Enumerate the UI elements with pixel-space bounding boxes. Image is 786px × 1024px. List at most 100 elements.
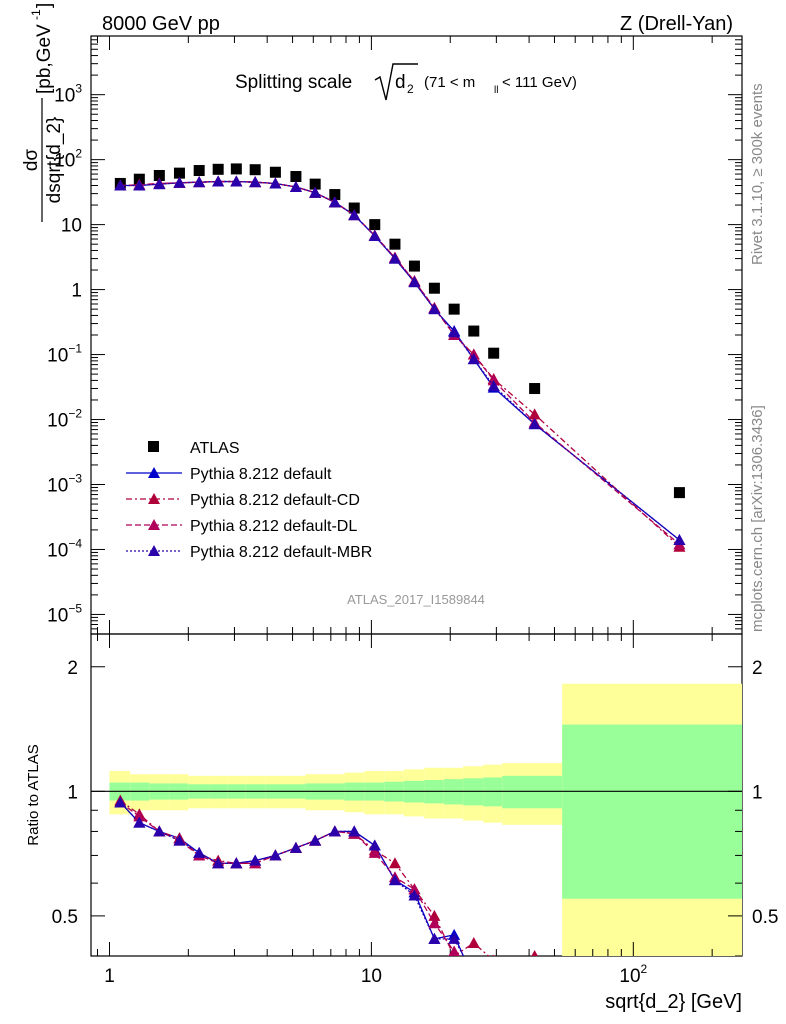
ratio-point <box>230 857 243 869</box>
main-ylabel: dσ dsqrt{d_2} [pb,GeV -1 ] <box>21 3 65 222</box>
ratio-point <box>468 969 480 980</box>
ratio-point <box>468 959 480 970</box>
ratio-series-pythia-8-212-default-mbr <box>114 796 500 1001</box>
ratio-point <box>289 841 302 853</box>
ratio-band-inner <box>502 775 563 809</box>
x-tick-label: 1 <box>104 966 115 987</box>
main-title-radicand-sub: 2 <box>407 82 414 96</box>
ratio-y-tick-label-right: 1 <box>752 782 763 803</box>
mc-point <box>249 176 262 188</box>
ratio-point <box>348 825 361 837</box>
main-title-cut: (71 < m <box>424 74 475 91</box>
ratio-point <box>368 839 381 851</box>
legend-marker <box>148 493 160 504</box>
atlas-data-point <box>673 487 685 499</box>
ratio-point <box>488 1002 500 1013</box>
mc-point <box>328 196 341 208</box>
y-tick-label: 1 <box>71 281 82 302</box>
atlas-data-point <box>408 260 420 272</box>
ratio-point <box>249 854 262 866</box>
ylabel-numerator: dσ <box>21 149 42 172</box>
mc-point <box>153 178 166 190</box>
y-tick-label: 10−4 <box>47 536 82 561</box>
mc-point <box>114 179 127 191</box>
ratio-point <box>368 846 381 858</box>
ratio-y-tick-label-right: 0.5 <box>752 907 778 928</box>
ratio-point <box>488 990 500 1001</box>
atlas-data-point <box>173 167 185 179</box>
legend-item: Pythia 8.212 default <box>126 466 332 483</box>
mc-point <box>173 176 186 188</box>
ylabel-unit-sup: -1 <box>29 9 43 20</box>
ratio-line <box>119 802 465 956</box>
legend-item: Pythia 8.212 default-DL <box>126 518 357 535</box>
ratio-point <box>114 796 127 808</box>
mc-point <box>348 209 361 221</box>
ratio-point <box>531 950 538 956</box>
mc-point <box>289 180 302 192</box>
mc-point <box>133 179 146 191</box>
ratio-band-inner <box>562 724 742 899</box>
mc-point <box>487 379 500 391</box>
atlas-data-point <box>488 347 500 359</box>
y-tick-label: 102 <box>54 147 82 172</box>
atlas-data-point <box>468 325 480 337</box>
ratio-point <box>153 825 166 837</box>
mc-point <box>388 252 401 264</box>
main-title-radicand: d <box>395 72 406 93</box>
ratio-point <box>328 825 341 837</box>
legend-label: Pythia 8.212 default-DL <box>190 518 357 535</box>
atlas-data-point <box>153 170 165 182</box>
side-text-mcplots: mcplots.cern.ch [arXiv:1306.3436] <box>749 405 766 632</box>
x-tick-label: 10 <box>361 966 382 987</box>
side-text-rivet: Rivet 3.1.10, ≥ 300k events <box>749 83 766 265</box>
mc-point <box>448 326 461 338</box>
mc-point <box>230 175 243 187</box>
ratio-point <box>269 849 282 861</box>
ratio-point <box>133 810 146 822</box>
legend-marker <box>148 441 159 452</box>
sqrt-sign-icon <box>374 63 418 101</box>
atlas-data-point <box>269 166 281 178</box>
ratio-line <box>119 801 462 956</box>
ratio-point <box>428 932 441 944</box>
series-pythia-8-212-default <box>114 175 686 545</box>
ratio-y-tick-label-left: 2 <box>67 658 78 679</box>
mc-point <box>467 353 480 365</box>
atlas-data-point <box>348 202 360 214</box>
mc-point <box>368 229 381 241</box>
atlas-data-point <box>389 238 401 250</box>
ratio-y-tick-label-right: 2 <box>752 658 763 679</box>
mc-point <box>212 175 225 187</box>
ratio-series-pythia-8-212-default <box>114 796 500 1013</box>
atlas-data-point <box>529 383 541 395</box>
legend-marker <box>148 519 160 530</box>
legend-label: Pythia 8.212 default-MBR <box>190 544 372 561</box>
xlabel: sqrt{d_2} [GeV] <box>605 991 742 1013</box>
legend-item: Pythia 8.212 default-MBR <box>126 544 372 561</box>
atlas-data-point <box>249 164 261 176</box>
main-series-group <box>114 163 686 552</box>
mc-point <box>428 303 441 315</box>
y-tick-label: 10−2 <box>47 407 82 432</box>
ratio-point <box>408 889 421 901</box>
ylabel-denominator: dsqrt{d_2} <box>44 117 65 204</box>
atlas-data-point <box>290 171 302 183</box>
mc-point <box>269 177 282 189</box>
legend: ATLAS Pythia 8.212 default Pythia 8.212 de… <box>126 440 372 561</box>
ratio-point <box>408 883 421 895</box>
series-pythia-8-212-default-mbr <box>114 175 686 545</box>
main-title-prefix: Splitting scale <box>235 72 352 93</box>
legend-marker <box>148 467 160 478</box>
y-tick-label: 103 <box>54 82 82 107</box>
mc-point <box>408 276 421 288</box>
legend-item: ATLAS <box>148 440 240 457</box>
header-right: Z (Drell-Yan) <box>620 13 733 35</box>
atlas-data-point <box>309 178 321 190</box>
ratio-line <box>119 802 465 956</box>
ratio-point <box>388 874 401 886</box>
ratio-series-group <box>114 794 538 1013</box>
atlas-data-point <box>230 163 242 175</box>
main-title: Splitting scale d 2 (71 < m ll < 111 GeV… <box>235 63 577 101</box>
mc-line <box>120 180 680 548</box>
